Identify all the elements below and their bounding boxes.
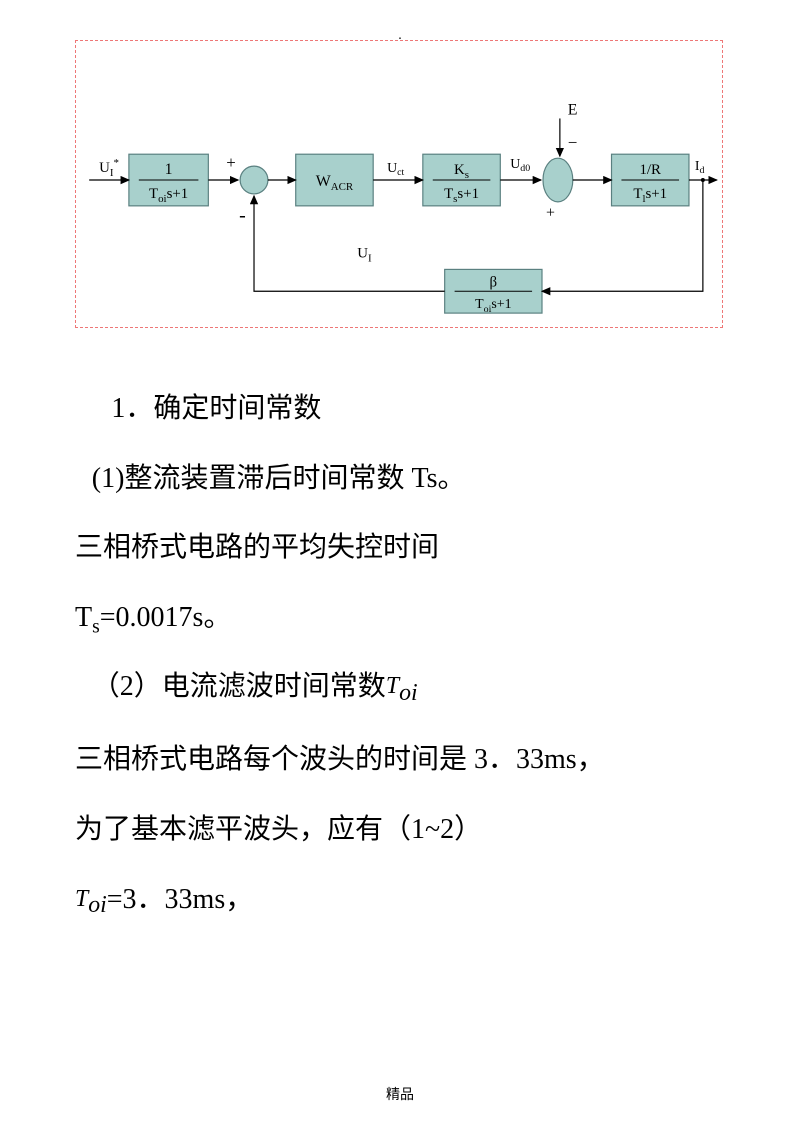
svg-text:E: E bbox=[568, 101, 578, 118]
svg-text:Id: Id bbox=[695, 159, 705, 176]
para-7: Toi=3．33ms， bbox=[75, 869, 725, 934]
svg-text:+: + bbox=[546, 205, 555, 222]
svg-text:Ud0: Ud0 bbox=[510, 157, 530, 174]
para-2: 三相桥式电路的平均失控时间 bbox=[75, 517, 725, 579]
svg-text:1: 1 bbox=[165, 161, 173, 178]
svg-text:−: − bbox=[568, 133, 578, 152]
svg-text:β: β bbox=[490, 274, 498, 290]
svg-text:UI*: UI* bbox=[99, 157, 119, 179]
svg-text:Uct: Uct bbox=[387, 161, 404, 178]
svg-text:1/R: 1/R bbox=[639, 162, 661, 178]
para-6: 为了基本滤平波头，应有（1~2） bbox=[75, 799, 725, 861]
para-5: 三相桥式电路每个波头的时间是 3．33ms， bbox=[75, 729, 725, 791]
para-1: (1)整流装置滞后时间常数 Ts。 bbox=[75, 448, 725, 510]
para-3: Ts=0.0017s。 bbox=[75, 587, 725, 649]
svg-text:UI: UI bbox=[357, 245, 372, 264]
block-diagram: 1 Tois+1 WACR Ks Tss+1 1/R Tls+1 β Tois+… bbox=[75, 40, 723, 328]
document-body: 1．确定时间常数 (1)整流装置滞后时间常数 Ts。 三相桥式电路的平均失控时间… bbox=[75, 378, 725, 934]
svg-text:+: + bbox=[226, 153, 236, 172]
heading-1: 1．确定时间常数 bbox=[75, 378, 725, 440]
svg-text:-: - bbox=[239, 205, 246, 227]
footer-text: 精品 bbox=[386, 1084, 414, 1104]
para-4: （2）电流滤波时间常数Toi bbox=[75, 656, 725, 721]
diagram-svg: 1 Tois+1 WACR Ks Tss+1 1/R Tls+1 β Tois+… bbox=[76, 41, 722, 327]
